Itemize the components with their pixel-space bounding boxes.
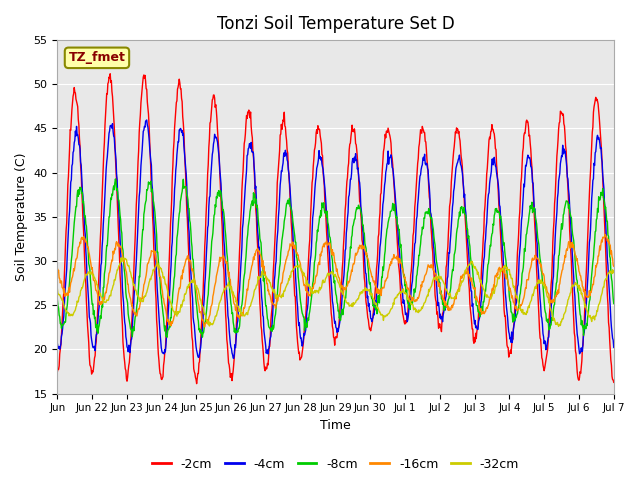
-8cm [111,176,119,182]
-2cm [592,95,600,100]
-32cm [117,255,125,261]
-2cm [285,181,293,187]
-2cm [193,381,200,386]
-8cm [80,205,88,211]
-32cm [583,308,591,314]
X-axis label: Time: Time [320,419,351,432]
-32cm [610,268,618,274]
-2cm [106,71,114,77]
-32cm [382,313,390,319]
-16cm [201,324,209,330]
-4cm [80,213,88,219]
-32cm [80,278,88,284]
-16cm [80,234,88,240]
Legend: -2cm, -4cm, -8cm, -16cm, -32cm: -2cm, -4cm, -8cm, -16cm, -32cm [147,453,524,476]
-4cm [285,178,293,184]
Line: -4cm: -4cm [58,120,614,359]
-32cm [592,313,600,319]
-8cm [583,323,591,328]
Line: -8cm: -8cm [58,179,614,337]
-16cm [601,231,609,237]
-16cm [54,265,61,271]
-16cm [157,275,164,280]
-2cm [80,241,88,247]
-32cm [555,324,563,329]
-8cm [383,232,390,238]
-16cm [582,293,590,299]
-32cm [157,265,165,271]
-8cm [592,228,600,234]
-4cm [143,117,150,123]
Line: -2cm: -2cm [58,74,614,384]
-4cm [157,345,165,350]
-8cm [157,293,165,299]
-4cm [383,167,390,172]
Y-axis label: Soil Temperature (C): Soil Temperature (C) [15,153,28,281]
-16cm [591,272,599,278]
-8cm [285,195,293,201]
-8cm [54,297,61,303]
Text: TZ_fmet: TZ_fmet [68,51,125,64]
-4cm [610,345,618,350]
Title: Tonzi Soil Temperature Set D: Tonzi Soil Temperature Set D [217,15,454,33]
-2cm [610,380,618,385]
-16cm [382,278,390,284]
-32cm [285,276,292,281]
-2cm [54,369,61,374]
-16cm [610,264,618,269]
-4cm [583,287,591,293]
-16cm [285,248,292,253]
-2cm [583,250,591,256]
-4cm [592,149,600,155]
-4cm [54,341,61,347]
-2cm [383,129,390,134]
-2cm [157,376,165,382]
-4cm [230,356,237,361]
Line: -16cm: -16cm [58,234,614,327]
-8cm [610,301,618,307]
Line: -32cm: -32cm [58,258,614,326]
-8cm [163,335,171,340]
-32cm [54,286,61,292]
